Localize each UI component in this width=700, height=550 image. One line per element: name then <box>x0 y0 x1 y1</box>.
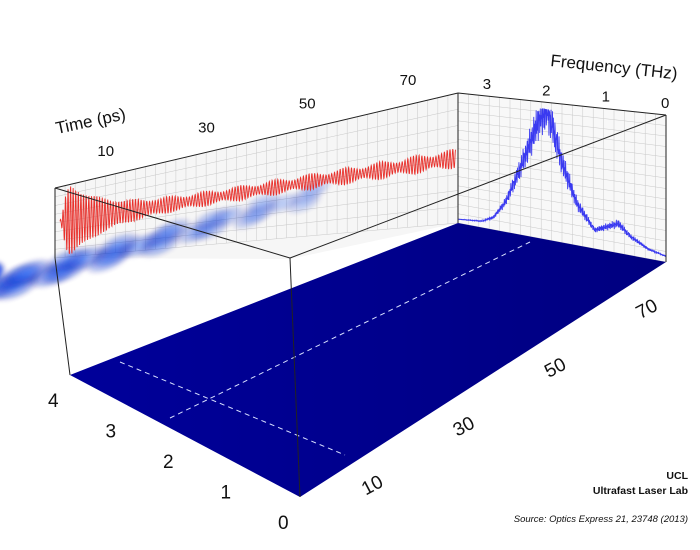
grid-line <box>457 185 667 221</box>
floor-frequency-tick-label: 1 <box>221 483 232 504</box>
floor-frequency-tick-label: 0 <box>278 513 289 534</box>
credit-lab: Ultrafast Laser Lab <box>592 485 688 497</box>
grid-line <box>54 141 459 215</box>
grid-line <box>54 125 459 206</box>
box-frame <box>54 92 667 498</box>
time-tick-label: 10 <box>97 143 114 160</box>
guide-line-time <box>119 361 346 456</box>
grid-line <box>457 120 667 147</box>
source-citation: Source: Optics Express 21, 23748 (2013) <box>513 514 688 525</box>
time-tick-label: 50 <box>299 96 316 113</box>
floor-frequency-tick-label: 2 <box>163 452 174 473</box>
time-axis-ticks: 10 30 50 70 <box>97 72 416 160</box>
grid-line <box>457 102 667 126</box>
floor-time-tick-label: 30 <box>450 413 479 441</box>
grid-line <box>457 167 667 200</box>
floor-time-tick-label: 50 <box>541 354 570 382</box>
ridge-blob <box>205 204 248 229</box>
ridge-blob <box>242 191 283 215</box>
floor-frequency-ticks: 0 1 2 3 4 <box>48 391 289 534</box>
grid-line <box>457 157 667 189</box>
time-axis-title: Time (ps) <box>54 105 128 138</box>
time-trace <box>59 149 456 254</box>
floor-frequency-tick-label: 3 <box>106 422 117 443</box>
spectrogram-floor <box>70 223 666 497</box>
grid-line <box>54 109 459 197</box>
spectrogram-heat <box>0 177 334 313</box>
frequency-tick-label: 1 <box>602 89 610 106</box>
grid-line <box>457 111 667 137</box>
ridge-blob <box>149 217 194 244</box>
floor-frequency-tick-label: 4 <box>48 391 59 412</box>
ridge-blob <box>95 231 142 259</box>
floor-time-tick-label: 70 <box>633 295 662 323</box>
frequency-axis-title: Frequency (THz) <box>550 51 679 83</box>
time-tick-label: 70 <box>400 72 417 89</box>
spectrum-trace <box>457 108 667 258</box>
floor-time-tick-label: 10 <box>358 472 387 500</box>
grid-line <box>457 129 667 158</box>
frequency-axis-ticks: 3 2 1 0 <box>483 76 670 112</box>
grid-line <box>457 194 667 231</box>
grid-line <box>457 213 667 252</box>
grid-line <box>457 176 667 210</box>
credit-org: UCL <box>666 470 688 482</box>
time-tick-label: 30 <box>198 119 215 136</box>
frequency-tick-label: 3 <box>483 76 491 93</box>
frequency-tick-label: 0 <box>661 95 669 112</box>
frequency-tick-label: 2 <box>542 82 550 99</box>
guide-line-frequency <box>169 241 531 419</box>
ridge-blob <box>3 257 54 288</box>
